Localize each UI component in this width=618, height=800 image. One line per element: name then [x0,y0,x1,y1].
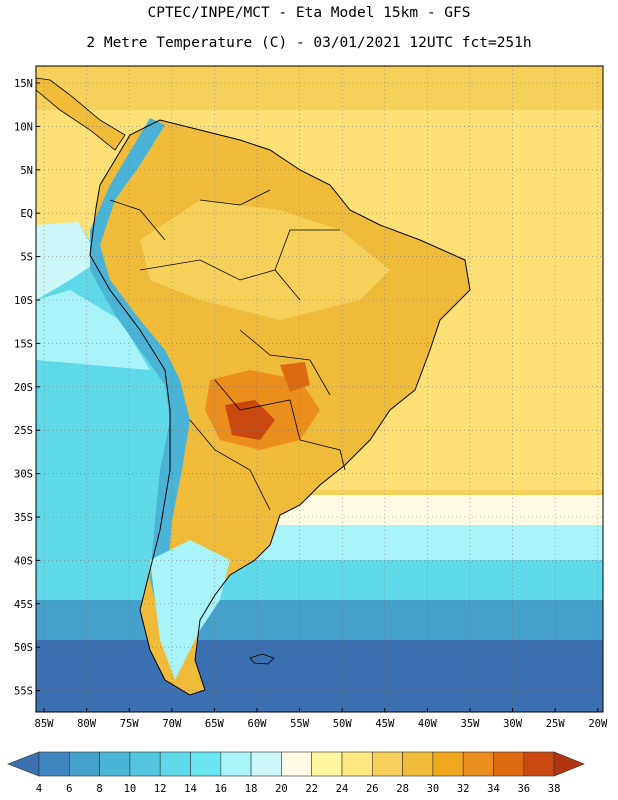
colorbar-label: 6 [66,783,72,795]
lon-label: 85W [35,718,55,730]
colorbar-cell [69,751,100,777]
patagonia-cool [150,540,230,680]
colorbar-label: 32 [457,783,470,795]
colorbar-cell [311,751,343,777]
lat-label: 40S [14,555,33,567]
map-title-line-1: CPTEC/INPE/MCT - Eta Model 15km - GFS [147,5,471,21]
colorbar-cell [220,751,252,777]
colorbar-cell [190,751,222,777]
colorbar-cell [250,751,282,777]
colorbar-label: 28 [396,783,409,795]
colorbar-cell [341,751,373,777]
colorbar-label: 30 [427,783,440,795]
colorbar-label: 36 [517,783,530,795]
lat-label: EQ [20,208,33,220]
lon-label: 70W [162,718,182,730]
lat-label: 55S [14,686,33,698]
map-frame [35,65,604,713]
colorbar-cell [281,751,312,777]
central-america [36,77,126,151]
colorbar-cell [402,751,434,777]
lon-label: 50W [333,718,353,730]
lon-label: 35W [461,718,481,730]
hottest-core [225,400,275,440]
colorbar-cell [159,751,191,777]
lon-label: 60W [248,718,268,730]
lat-label: 50S [14,642,33,654]
colorbar: 4 6 8 10 12 14 16 18 20 22 24 26 28 30 32 34 36 38 [7,751,585,795]
lat-label: 15S [14,338,33,350]
map-title-line-2: 2 Metre Temperature (C) - 03/01/2021 12U… [86,35,532,51]
lat-label: 30S [14,469,33,481]
lon-label: 30W [503,718,523,730]
colorbar-cell [432,751,464,777]
east-hot-spot [280,362,310,392]
lat-label: 45S [14,599,33,611]
colorbar-label: 12 [154,783,167,795]
coastline [89,119,471,696]
deep-ocean-band [36,640,603,712]
colorbar-cell [493,751,525,777]
colorbar-label: 4 [36,783,42,795]
colorbar-cell [99,751,131,777]
lat-label: 5N [20,165,33,177]
falkland-islands [249,653,275,665]
colorbar-label: 10 [124,783,137,795]
colorbar-label: 14 [184,783,197,795]
colorbar-cell [523,751,555,777]
lat-label: 35S [14,512,33,524]
colorbar-cell [371,751,403,777]
colorbar-label: 16 [214,783,227,795]
lon-label: 40W [418,718,438,730]
lon-label: 20W [588,718,608,730]
lat-lon-grid [36,66,603,712]
colorbar-high-arrow [553,751,585,777]
lat-label: 25S [14,425,33,437]
colorbar-label: 8 [96,783,102,795]
colorbar-cell [129,751,161,777]
colorbar-label: 20 [275,783,288,795]
colorbar-cell [38,751,70,777]
lat-label: 20S [14,382,33,394]
colorbar-low-arrow [7,751,40,777]
andes-cordillera [90,118,190,620]
colorbar-label: 38 [548,783,561,795]
lon-label: 80W [77,718,97,730]
colorbar-label: 18 [245,783,258,795]
lat-label: 10S [14,295,33,307]
lat-label: 15N [14,78,33,90]
lat-label: 5S [20,252,33,264]
colorbar-cell [462,751,494,777]
lon-label: 55W [290,718,310,730]
colorbar-label: 22 [305,783,318,795]
country-borders [109,189,346,511]
lon-label: 65W [205,718,225,730]
lon-label: 45W [375,718,395,730]
colorbar-label: 34 [487,783,500,795]
lon-label: 75W [120,718,140,730]
pacific-light-tongue [36,290,150,370]
pacific-mild-tongue [36,222,100,300]
lat-label: 10N [14,121,33,133]
colorbar-label: 24 [336,783,349,795]
lon-label: 25W [546,718,566,730]
colorbar-label: 26 [366,783,379,795]
